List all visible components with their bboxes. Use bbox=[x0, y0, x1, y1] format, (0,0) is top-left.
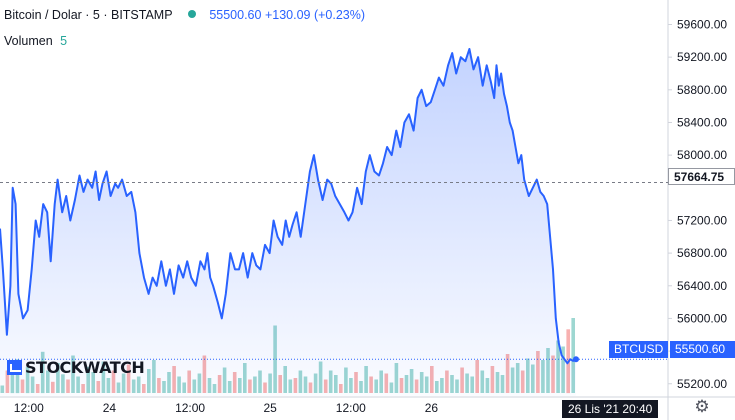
volume-legend[interactable]: Volumen 5 bbox=[4, 34, 67, 48]
market-status-icon bbox=[187, 10, 196, 18]
legend-price: 55500.60 bbox=[209, 8, 262, 22]
x-tick-label: 24 bbox=[103, 401, 117, 415]
chart-logo-icon bbox=[7, 359, 22, 375]
y-tick-label: 59600.00 bbox=[677, 17, 727, 31]
y-tick-label: 55200.00 bbox=[677, 377, 727, 391]
y-tick-label: 56400.00 bbox=[677, 279, 727, 293]
volume-length: 5 bbox=[60, 34, 68, 48]
price-line bbox=[0, 48, 577, 365]
gear-icon[interactable]: ⚙ bbox=[694, 397, 710, 416]
y-tick-label: 58800.00 bbox=[677, 83, 727, 97]
y-tick-label: 59200.00 bbox=[677, 50, 727, 64]
symbol-price-tag: BTCUSD bbox=[609, 341, 669, 358]
y-tick-label: 56800.00 bbox=[677, 246, 727, 260]
logo-text: STOCKWATCH bbox=[25, 357, 145, 377]
x-tick-label: 12:00 bbox=[14, 401, 44, 415]
y-tick-label: 56000.00 bbox=[677, 311, 727, 325]
symbol-legend: Bitcoin / Dolar · 5 · BITSTAMP 55500.60 … bbox=[4, 8, 365, 22]
volume-bar bbox=[571, 318, 575, 393]
x-tick-label: 26 bbox=[425, 401, 439, 415]
y-tick-label: 57200.00 bbox=[677, 213, 727, 227]
price-area-fill bbox=[0, 49, 576, 396]
symbol-title: Bitcoin / Dolar · 5 · BITSTAMP bbox=[4, 8, 173, 22]
current-price-tag: 55500.60 bbox=[670, 341, 735, 358]
volume-label: Volumen bbox=[4, 34, 53, 48]
x-tick-label: 12:00 bbox=[336, 401, 366, 415]
current-price-point bbox=[573, 356, 579, 363]
y-tick-label: 58000.00 bbox=[677, 148, 727, 162]
x-tick-label: 12:00 bbox=[175, 401, 205, 415]
last-price-line-label: 57664.75 bbox=[668, 168, 735, 185]
y-tick-label: 58400.00 bbox=[677, 115, 727, 129]
brand-logo: STOCKWATCH bbox=[7, 357, 145, 377]
legend-change: +130.09 (+0.23%) bbox=[264, 8, 366, 22]
crosshair-date-label: 26 Lis '21 20:40 bbox=[562, 400, 659, 418]
x-tick-label: 25 bbox=[263, 401, 277, 415]
